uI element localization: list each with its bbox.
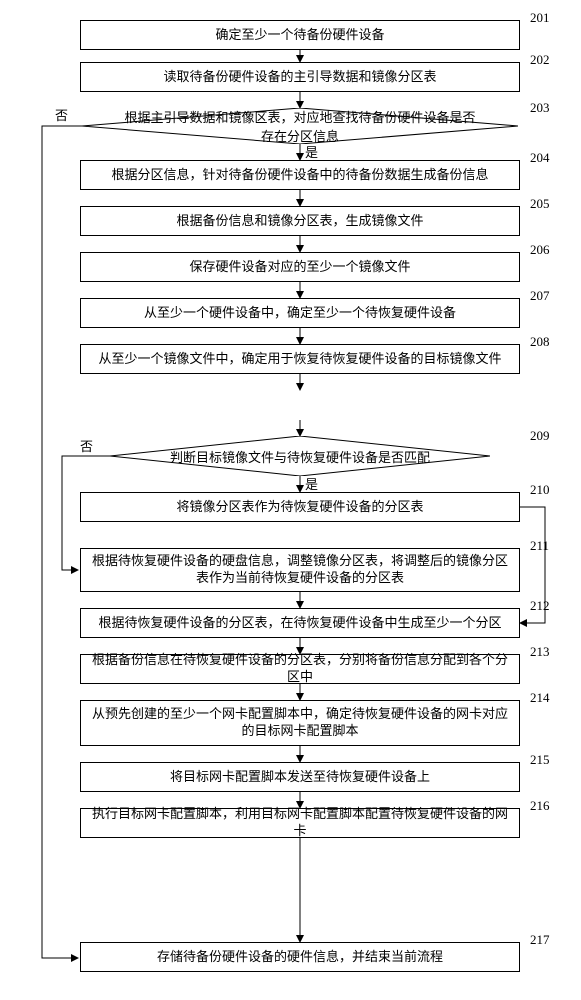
step-204-num: 204 <box>530 150 550 166</box>
step-202-box: 读取待备份硬件设备的主引导数据和镜像分区表 <box>80 62 520 92</box>
step-210-text: 将镜像分区表作为待恢复硬件设备的分区表 <box>176 499 423 516</box>
step-211-text: 根据待恢复硬件设备的硬盘信息，调整镜像分区表，将调整后的镜像分区表作为当前待恢复… <box>89 553 511 587</box>
step-204-text: 根据分区信息，针对待备份硬件设备中的待备份数据生成备份信息 <box>111 167 488 184</box>
step-213-box: 根据备份信息在待恢复硬件设备的分区表，分别将备份信息分配到各个分区中 <box>80 654 520 684</box>
edge-203-yes: 是 <box>305 142 318 161</box>
step-201-box: 确定至少一个待备份硬件设备 <box>80 20 520 50</box>
step-207-num: 207 <box>530 288 550 304</box>
step-215-num: 215 <box>530 752 550 768</box>
step-212-num: 212 <box>530 598 550 614</box>
step-211-box: 根据待恢复硬件设备的硬盘信息，调整镜像分区表，将调整后的镜像分区表作为当前待恢复… <box>80 548 520 592</box>
step-212-box: 根据待恢复硬件设备的分区表，在待恢复硬件设备中生成至少一个分区 <box>80 608 520 638</box>
step-216-num: 216 <box>530 798 550 814</box>
step-214-box: 从预先创建的至少一个网卡配置脚本中，确定待恢复硬件设备的网卡对应的目标网卡配置脚… <box>80 700 520 746</box>
step-213-num: 213 <box>530 644 550 660</box>
step-209-diamond: 判断目标镜像文件与待恢复硬件设备是否匹配 <box>110 436 490 476</box>
step-201-text: 确定至少一个待备份硬件设备 <box>215 27 384 44</box>
step-215-box: 将目标网卡配置脚本发送至待恢复硬件设备上 <box>80 762 520 792</box>
step-208-num: 208 <box>530 334 550 350</box>
step-217-box: 存储待备份硬件设备的硬件信息，并结束当前流程 <box>80 942 520 972</box>
step-209-num: 209 <box>530 428 550 444</box>
step-211-num: 211 <box>530 538 549 554</box>
step-217-num: 217 <box>530 932 550 948</box>
step-209-text: 判断目标镜像文件与待恢复硬件设备是否匹配 <box>170 447 430 466</box>
step-206-text: 保存硬件设备对应的至少一个镜像文件 <box>189 259 410 276</box>
step-201-num: 201 <box>530 10 550 26</box>
step-202-num: 202 <box>530 52 550 68</box>
step-204-box: 根据分区信息，针对待备份硬件设备中的待备份数据生成备份信息 <box>80 160 520 190</box>
step-205-text: 根据备份信息和镜像分区表，生成镜像文件 <box>176 213 423 230</box>
step-206-num: 206 <box>530 242 550 258</box>
step-217-text: 存储待备份硬件设备的硬件信息，并结束当前流程 <box>157 949 443 966</box>
step-210-box: 将镜像分区表作为待恢复硬件设备的分区表 <box>80 492 520 522</box>
step-210-num: 210 <box>530 482 550 498</box>
step-215-text: 将目标网卡配置脚本发送至待恢复硬件设备上 <box>170 769 430 786</box>
edge-209-no: 否 <box>80 436 93 455</box>
step-212-text: 根据待恢复硬件设备的分区表，在待恢复硬件设备中生成至少一个分区 <box>98 615 501 632</box>
step-216-text: 执行目标网卡配置脚本，利用目标网卡配置脚本配置待恢复硬件设备的网卡 <box>89 806 511 840</box>
step-203-text: 根据主引导数据和镜像区表，对应地查找待备份硬件设备是否存在分区信息 <box>122 107 478 145</box>
step-208-box: 从至少一个镜像文件中，确定用于恢复待恢复硬件设备的目标镜像文件 <box>80 344 520 374</box>
step-214-text: 从预先创建的至少一个网卡配置脚本中，确定待恢复硬件设备的网卡对应的目标网卡配置脚… <box>89 706 511 740</box>
step-216-box: 执行目标网卡配置脚本，利用目标网卡配置脚本配置待恢复硬件设备的网卡 <box>80 808 520 838</box>
flowchart-container: 确定至少一个待备份硬件设备 201 读取待备份硬件设备的主引导数据和镜像分区表 … <box>0 0 581 1000</box>
edge-203-no: 否 <box>55 105 68 124</box>
step-205-num: 205 <box>530 196 550 212</box>
step-207-box: 从至少一个硬件设备中，确定至少一个待恢复硬件设备 <box>80 298 520 328</box>
step-208-text: 从至少一个镜像文件中，确定用于恢复待恢复硬件设备的目标镜像文件 <box>98 351 501 368</box>
step-202-text: 读取待备份硬件设备的主引导数据和镜像分区表 <box>163 69 436 86</box>
edge-209-yes: 是 <box>305 474 318 493</box>
step-207-text: 从至少一个硬件设备中，确定至少一个待恢复硬件设备 <box>144 305 456 322</box>
step-205-box: 根据备份信息和镜像分区表，生成镜像文件 <box>80 206 520 236</box>
step-203-diamond: 根据主引导数据和镜像区表，对应地查找待备份硬件设备是否存在分区信息 <box>82 108 518 144</box>
step-206-box: 保存硬件设备对应的至少一个镜像文件 <box>80 252 520 282</box>
step-214-num: 214 <box>530 690 550 706</box>
step-213-text: 根据备份信息在待恢复硬件设备的分区表，分别将备份信息分配到各个分区中 <box>89 652 511 686</box>
step-203-num: 203 <box>530 100 550 116</box>
